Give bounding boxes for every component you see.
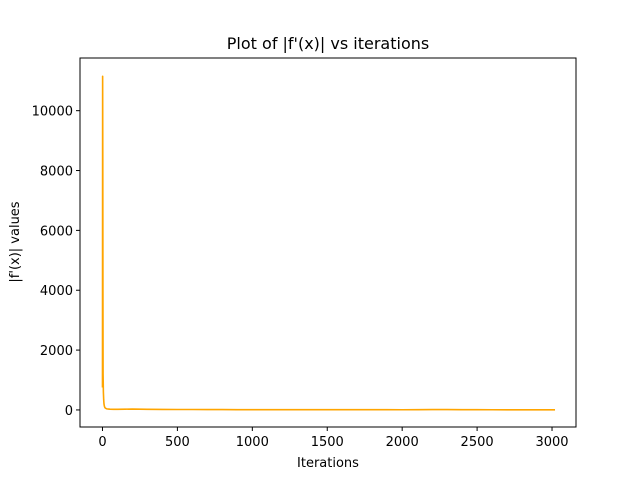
axes-frame — [79, 57, 577, 428]
plot-area — [79, 57, 577, 428]
x-tick-label: 1500 — [311, 435, 344, 450]
y-tick-label: 0 — [65, 404, 73, 419]
x-axis-ticks: 0 500 1000 1500 2000 2500 3000 — [98, 427, 569, 450]
x-tick-label: 3000 — [535, 435, 568, 450]
series-line — [101, 75, 556, 411]
y-tick-label: 8000 — [40, 165, 73, 180]
x-axis-label: Iterations — [297, 456, 359, 471]
y-axis-ticks: 0 2000 4000 6000 8000 10000 — [32, 105, 80, 419]
x-tick-label: 2500 — [461, 435, 494, 450]
y-tick-label: 10000 — [32, 105, 73, 120]
chart-title: Plot of |f'(x)| vs iterations — [227, 34, 429, 53]
x-tick-label: 1000 — [236, 435, 269, 450]
y-tick-label: 6000 — [40, 224, 73, 239]
x-tick-label: 500 — [165, 435, 190, 450]
y-axis-label: |f'(x)| values — [8, 201, 23, 282]
y-tick-label: 2000 — [40, 344, 73, 359]
y-tick-label: 4000 — [40, 284, 73, 299]
series-layer — [101, 75, 556, 411]
x-tick-label: 0 — [98, 435, 106, 450]
x-tick-label: 2000 — [386, 435, 419, 450]
